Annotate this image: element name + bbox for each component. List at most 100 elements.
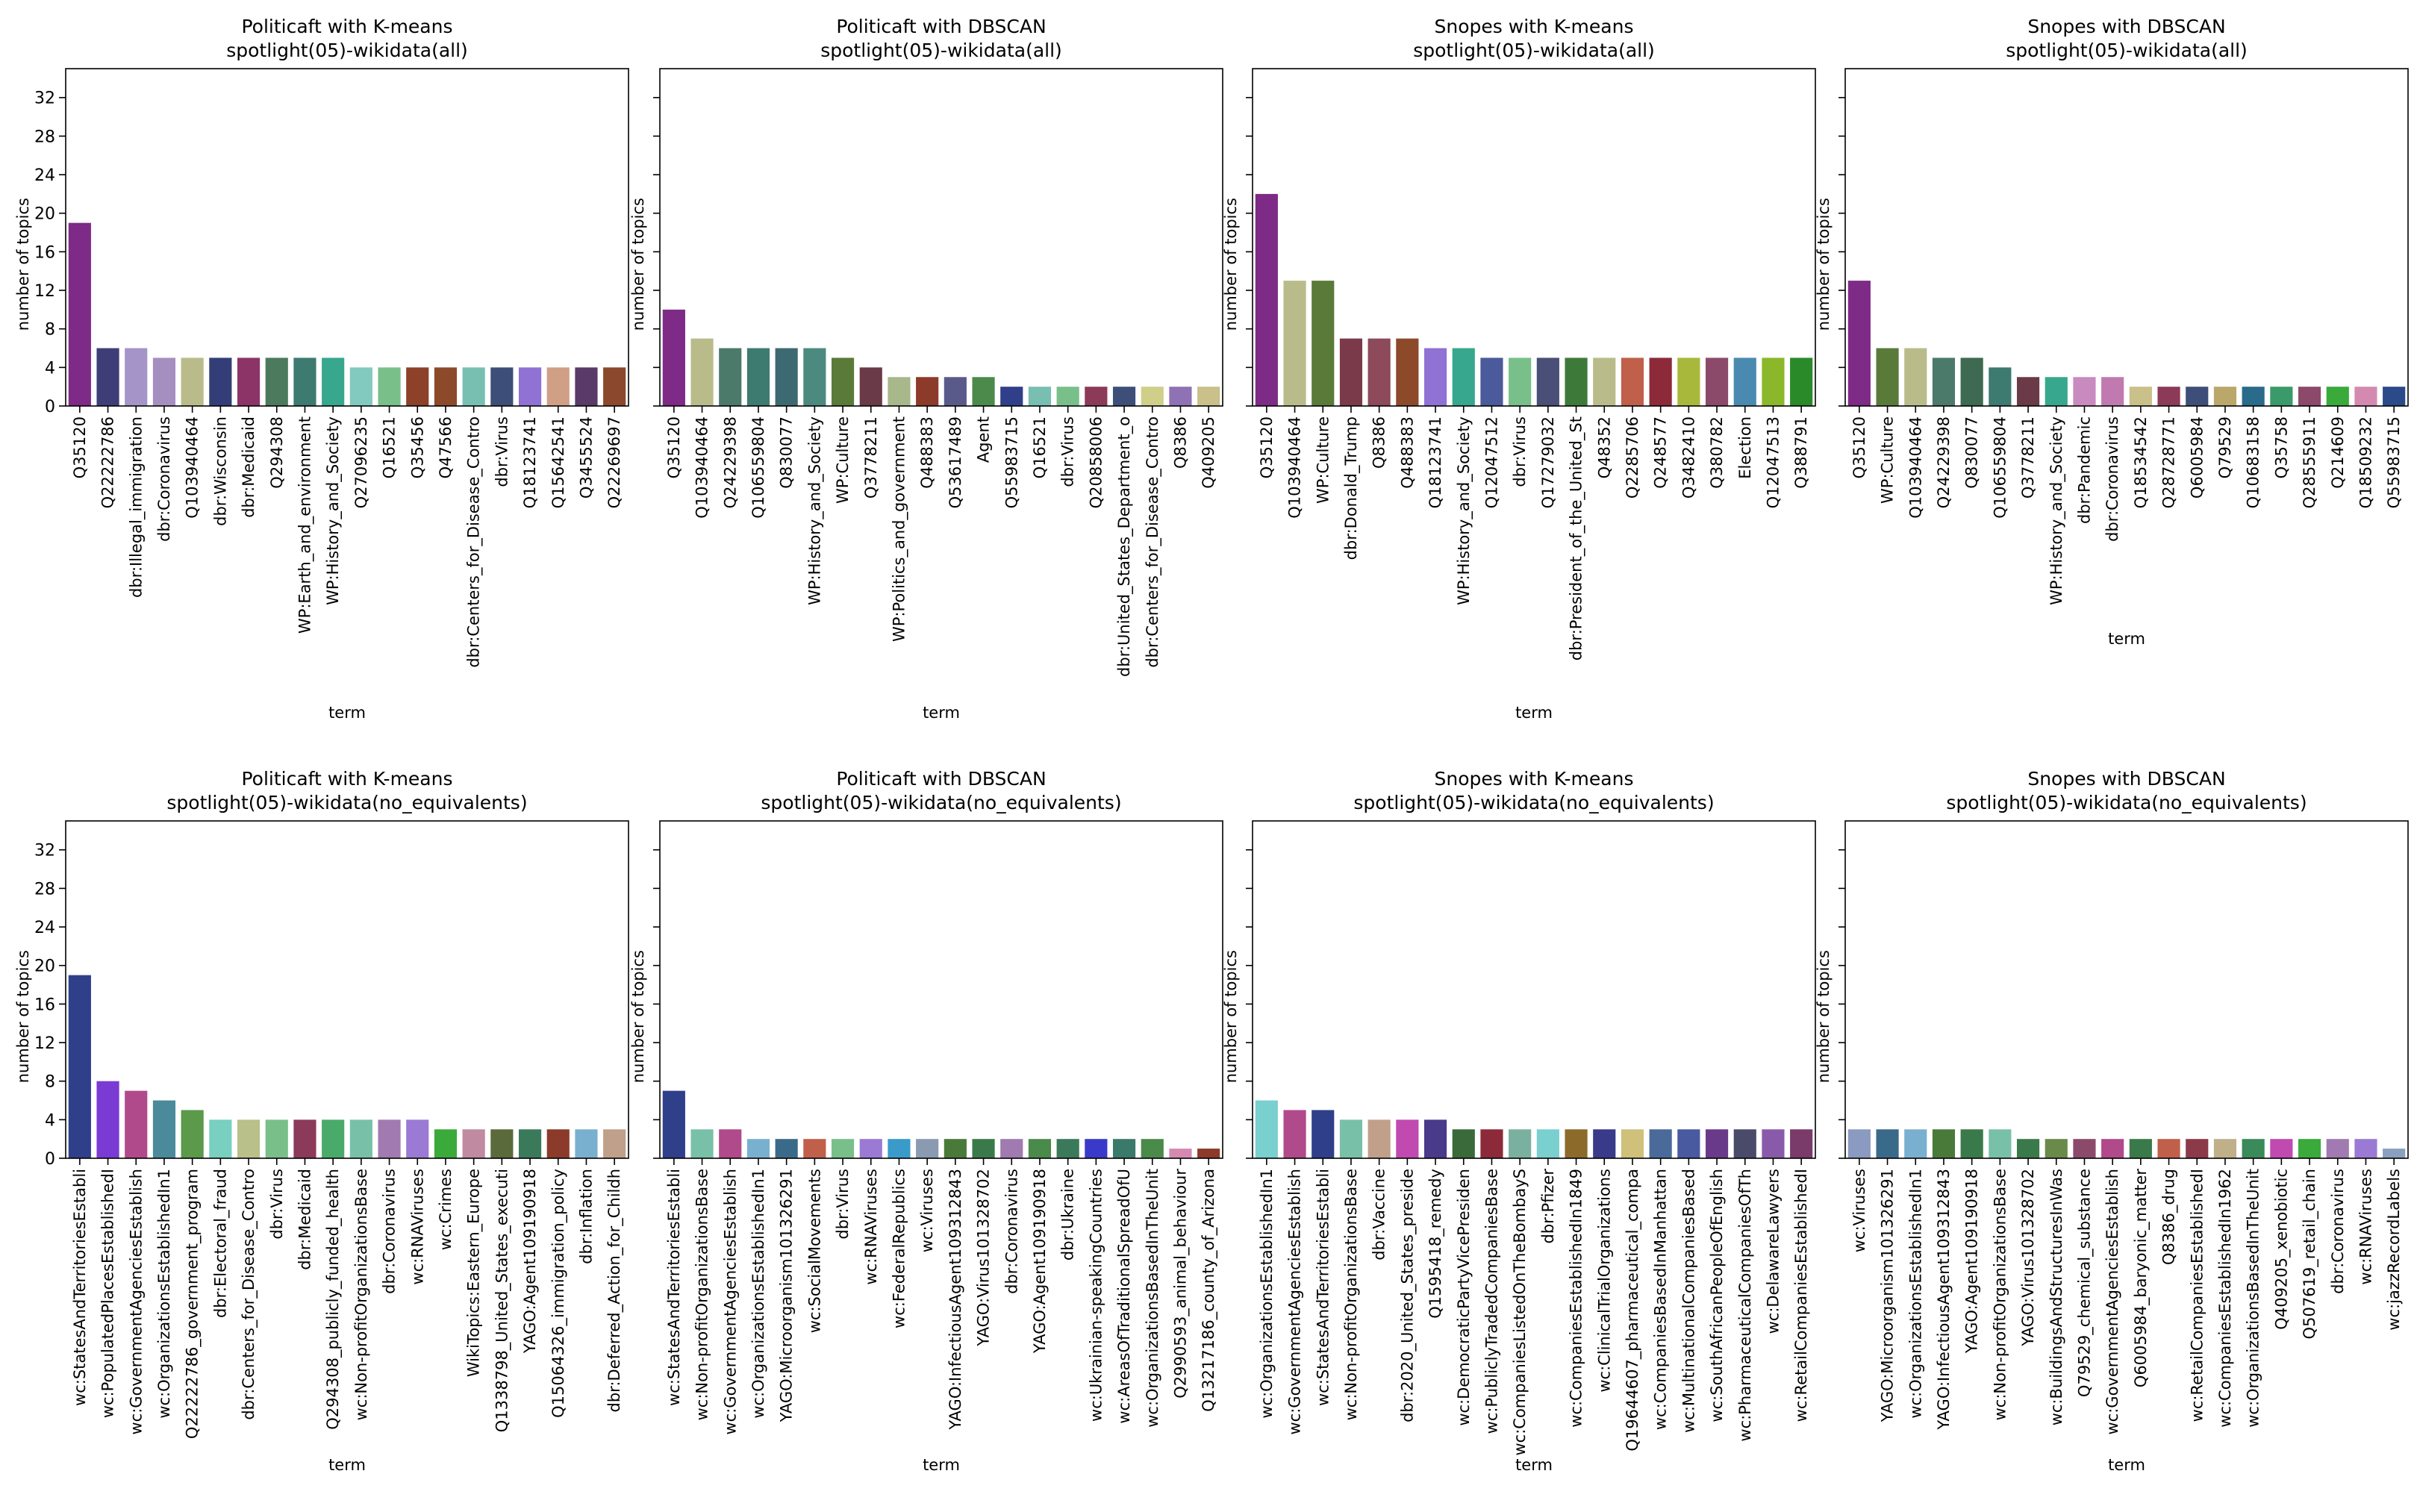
bar [265, 357, 288, 406]
chart-title: Snopes with K-means [1435, 16, 1634, 37]
x-tick-label: wc:AreasOfTraditionalSpreadOfU [1115, 1169, 1133, 1424]
bar [2298, 1139, 2321, 1158]
bar [2157, 1139, 2180, 1158]
bar [2073, 1139, 2096, 1158]
bar [1593, 357, 1616, 406]
y-tick-label: 16 [34, 996, 55, 1014]
x-axis-label: term [2108, 630, 2145, 648]
x-tick-label: WP:History_and_Society [1455, 416, 1473, 605]
x-tick-label: Q27096235 [352, 416, 370, 508]
chart-6: Politicaft with DBSCANspotlight(05)-wiki… [629, 768, 1223, 1474]
x-tick-label: wc:GovernmentAgenciesEstablish [721, 1169, 739, 1435]
bar [2186, 1139, 2209, 1158]
bar [434, 367, 458, 406]
x-tick-label: wc:MultinationalCompaniesBased [1680, 1169, 1697, 1433]
chart-3: Snopes with K-means spotlight(05)-wikidat… [1222, 16, 1816, 722]
x-tick-label: wc:Non-profitOrganizationsBase [1342, 1169, 1360, 1420]
x-axis-label: term [923, 1456, 960, 1474]
x-tick-label: WP:Earth_and_environment [296, 416, 314, 634]
bar [2242, 1139, 2265, 1158]
bar [1283, 1110, 1306, 1158]
bar [406, 367, 429, 406]
x-axis-label: term [328, 1456, 366, 1474]
bar [831, 1139, 855, 1158]
bar [859, 1139, 882, 1158]
x-tick-label: YAGO:Agent109190918 [1031, 1169, 1049, 1354]
bar [575, 1129, 598, 1158]
x-tick-label: Q15642541 [549, 416, 567, 508]
bar [1423, 1119, 1447, 1158]
x-tick-label: Q409205_xenobiotic [2272, 1169, 2291, 1330]
bar [181, 357, 204, 406]
x-tick-label: wc:OrganizationsEstablishedIn1 [1906, 1169, 1924, 1419]
bar [1452, 1129, 1475, 1158]
y-tick-label: 16 [34, 243, 55, 262]
x-tick-label: dbr:Medicaid [296, 1169, 314, 1270]
bar [972, 1139, 995, 1158]
bar [1255, 193, 1278, 406]
bar [1649, 1129, 1672, 1158]
x-tick-label: Q15064326_immigration_policy [549, 1169, 568, 1418]
bar [1593, 1129, 1616, 1158]
bar [2129, 387, 2152, 406]
x-tick-label: Q22269697 [605, 416, 623, 508]
bar [1790, 357, 1813, 406]
bar [690, 338, 714, 406]
bar [803, 1139, 826, 1158]
chart-subtitle: spotlight(05)-wikidata(all) [226, 40, 468, 61]
bar [2354, 387, 2377, 406]
x-tick-label: Q106559804 [749, 416, 767, 519]
y-axis-label: number of topics [629, 198, 647, 331]
chart-title: Politicaft with DBSCAN [836, 16, 1046, 37]
bar [2213, 387, 2237, 406]
x-tick-label: wc:OrganizationsBasedInTheUnit [1144, 1169, 1161, 1428]
bar [603, 1129, 626, 1158]
plot-frame [1844, 820, 2409, 1159]
bar [2270, 387, 2293, 406]
x-tick-label: Q2990593_animal_behaviour [1171, 1169, 1190, 1399]
x-tick-label: dbr:Vaccine [1370, 1169, 1388, 1260]
y-axis-label: number of topics [629, 950, 647, 1083]
y-tick-label: 0 [45, 1150, 55, 1169]
x-tick-label: Q488383 [918, 416, 936, 489]
bar [237, 1119, 261, 1158]
x-tick-label: Q103940464 [1286, 416, 1304, 519]
bar [1056, 1139, 1079, 1158]
x-tick-label: dbr:Coronavirus [2103, 416, 2121, 542]
bar [2045, 1139, 2068, 1158]
chart-subtitle: spotlight(05)-wikidata(all) [820, 40, 1062, 61]
bar [378, 1119, 401, 1158]
x-tick-label: YAGO:Agent109190918 [1963, 1169, 1981, 1354]
bar [1169, 387, 1192, 406]
bar [1847, 281, 1871, 406]
bar [518, 367, 542, 406]
x-tick-label: YAGO:Agent109190918 [521, 1169, 539, 1354]
bar [2383, 1149, 2406, 1158]
x-tick-label: dbr:Donald_Trump [1342, 416, 1361, 560]
bar [1367, 338, 1391, 406]
bar [2270, 1139, 2293, 1158]
y-axis-label: number of topics [1815, 950, 1833, 1083]
y-axis-label: number of topics [14, 198, 32, 331]
x-tick-label: Q248577 [1652, 416, 1670, 489]
x-tick-label: wc:RNAViruses [862, 1169, 880, 1285]
bar [1312, 281, 1335, 406]
bar [859, 367, 882, 406]
x-tick-label: wc:OrganizationsEstablishedIn1 [1258, 1169, 1276, 1419]
chart-title: Snopes with K-means [1435, 768, 1634, 790]
bar [1112, 387, 1136, 406]
bar [746, 1139, 770, 1158]
x-tick-label: WP:History_and_Society [324, 416, 343, 605]
x-tick-label: Q18509232 [2357, 416, 2374, 508]
bar [434, 1129, 458, 1158]
x-tick-label: dbr:Coronavirus [155, 416, 173, 542]
x-tick-label: YAGO:Virus101328702 [975, 1169, 993, 1347]
bar [1028, 1139, 1052, 1158]
x-tick-label: Q12047512 [1482, 416, 1500, 508]
bar [690, 1129, 714, 1158]
bar [293, 1119, 316, 1158]
x-tick-label: Q8386_drug [2160, 1169, 2179, 1265]
bar [2101, 1139, 2124, 1158]
bar [1283, 281, 1306, 406]
bar [944, 1139, 967, 1158]
